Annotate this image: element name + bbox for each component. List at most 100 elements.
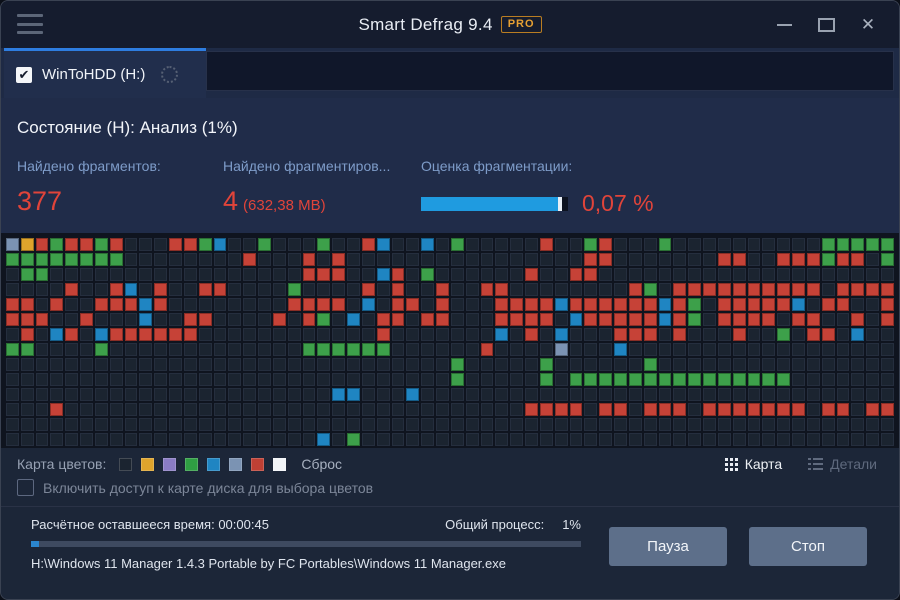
disk-map-cell <box>317 313 331 326</box>
disk-map-cell <box>628 313 642 326</box>
tab-checkbox[interactable]: ✔ <box>16 66 32 83</box>
color-swatch[interactable] <box>141 457 155 471</box>
disk-map-cell <box>302 253 316 266</box>
disk-map-cell <box>777 253 791 266</box>
disk-map-cell <box>35 403 49 416</box>
disk-map-cell <box>510 358 524 371</box>
disk-map-cell <box>703 433 716 446</box>
disk-map-cell <box>94 373 108 386</box>
disk-map-cell <box>169 328 182 341</box>
disk-map-cell <box>777 283 791 296</box>
disk-map-cell <box>258 313 271 326</box>
hamburger-menu-icon[interactable] <box>17 14 43 34</box>
stat-value: 377 <box>17 186 63 216</box>
disk-map-cell <box>94 298 108 311</box>
disk-map-cell <box>762 328 776 341</box>
disk-map-cell <box>376 418 390 431</box>
disk-map-cell <box>347 343 360 356</box>
disk-map-cell <box>258 373 271 386</box>
disk-map-cell <box>762 283 776 296</box>
fragmentation-progress-bar <box>421 196 568 211</box>
disk-map-cell <box>154 343 168 356</box>
disk-map-cell <box>258 268 271 281</box>
disk-map-cell <box>421 238 435 251</box>
disk-map-cell <box>139 403 153 416</box>
color-swatch[interactable] <box>119 457 133 471</box>
disk-map-cell <box>20 268 34 281</box>
disk-map-cell <box>287 388 301 401</box>
disk-map-cell <box>584 268 598 281</box>
disk-map-cell <box>139 388 153 401</box>
disk-map-cell <box>673 373 687 386</box>
disk-map-cell <box>525 328 538 341</box>
disk-map-cell <box>614 358 627 371</box>
details-view-button[interactable]: Детали <box>808 456 877 472</box>
disk-map-cell <box>450 418 464 431</box>
color-swatch[interactable] <box>273 457 287 471</box>
disk-map-cell <box>391 388 405 401</box>
color-swatch[interactable] <box>163 457 177 471</box>
reset-colors-link[interactable]: Сброс <box>301 456 343 472</box>
disk-map-cell <box>183 283 197 296</box>
disk-map-cell <box>436 238 449 251</box>
disk-map-cell <box>376 388 390 401</box>
map-view-button[interactable]: Карта <box>724 456 782 472</box>
disk-map-cell <box>777 343 791 356</box>
color-swatch[interactable] <box>251 457 265 471</box>
disk-map-cell <box>480 433 494 446</box>
stop-button[interactable]: Стоп <box>749 527 867 566</box>
disk-map-cell <box>272 388 286 401</box>
disk-map-cell <box>406 253 420 266</box>
disk-map-cell <box>495 298 509 311</box>
maximize-button[interactable] <box>805 8 847 42</box>
disk-map-cell <box>747 388 761 401</box>
disk-map-cell <box>406 373 420 386</box>
close-button[interactable]: ✕ <box>847 8 889 42</box>
pause-button[interactable]: Пауза <box>609 527 727 566</box>
disk-map-cell <box>806 388 820 401</box>
color-swatch[interactable] <box>185 457 199 471</box>
disk-map-cell <box>65 298 79 311</box>
disk-map-cell <box>747 238 761 251</box>
disk-map-cell <box>495 253 509 266</box>
disk-map-cell <box>317 328 331 341</box>
disk-map-cell <box>361 328 375 341</box>
disk-map-cell <box>539 268 553 281</box>
disk-map-cell <box>198 433 212 446</box>
disk-map-cell <box>510 238 524 251</box>
color-swatch[interactable] <box>229 457 243 471</box>
disk-map-cell <box>525 283 538 296</box>
disk-map-cell <box>628 388 642 401</box>
disk-map-cell <box>154 388 168 401</box>
disk-map-cell <box>391 403 405 416</box>
disk-map-cell <box>6 238 19 251</box>
disk-map-cell <box>717 343 731 356</box>
disk-map-cell <box>777 403 791 416</box>
disk-map-cell <box>436 388 449 401</box>
disk-map-cell <box>510 253 524 266</box>
color-swatch[interactable] <box>207 457 221 471</box>
disk-map-cell <box>169 373 182 386</box>
disk-map-cell <box>465 343 479 356</box>
disk-map-cell <box>643 268 657 281</box>
disk-map-cell <box>762 433 776 446</box>
disk-map-cell <box>421 283 435 296</box>
disk-map-cell <box>866 373 880 386</box>
disk-map-cell <box>154 433 168 446</box>
disk-map-cell <box>35 328 49 341</box>
current-file-path: H:\Windows 11 Manager 1.4.3 Portable by … <box>31 556 506 571</box>
minimize-button[interactable] <box>763 8 805 42</box>
disk-map-cell <box>302 298 316 311</box>
tab-wintohdd[interactable]: ✔ WinToHDD (H:) <box>4 48 206 98</box>
disk-map-cell <box>732 373 746 386</box>
disk-map-cell <box>332 238 346 251</box>
disk-map-cell <box>391 373 405 386</box>
color-access-checkbox[interactable] <box>17 479 34 496</box>
disk-map-cell <box>258 253 271 266</box>
title-bar: Smart Defrag 9.4 PRO ✕ <box>1 1 899 48</box>
disk-map-cell <box>806 298 820 311</box>
disk-map-cell <box>836 253 850 266</box>
disk-map-cell <box>866 298 880 311</box>
disk-map-cell <box>80 373 93 386</box>
disk-map-cell <box>777 238 791 251</box>
